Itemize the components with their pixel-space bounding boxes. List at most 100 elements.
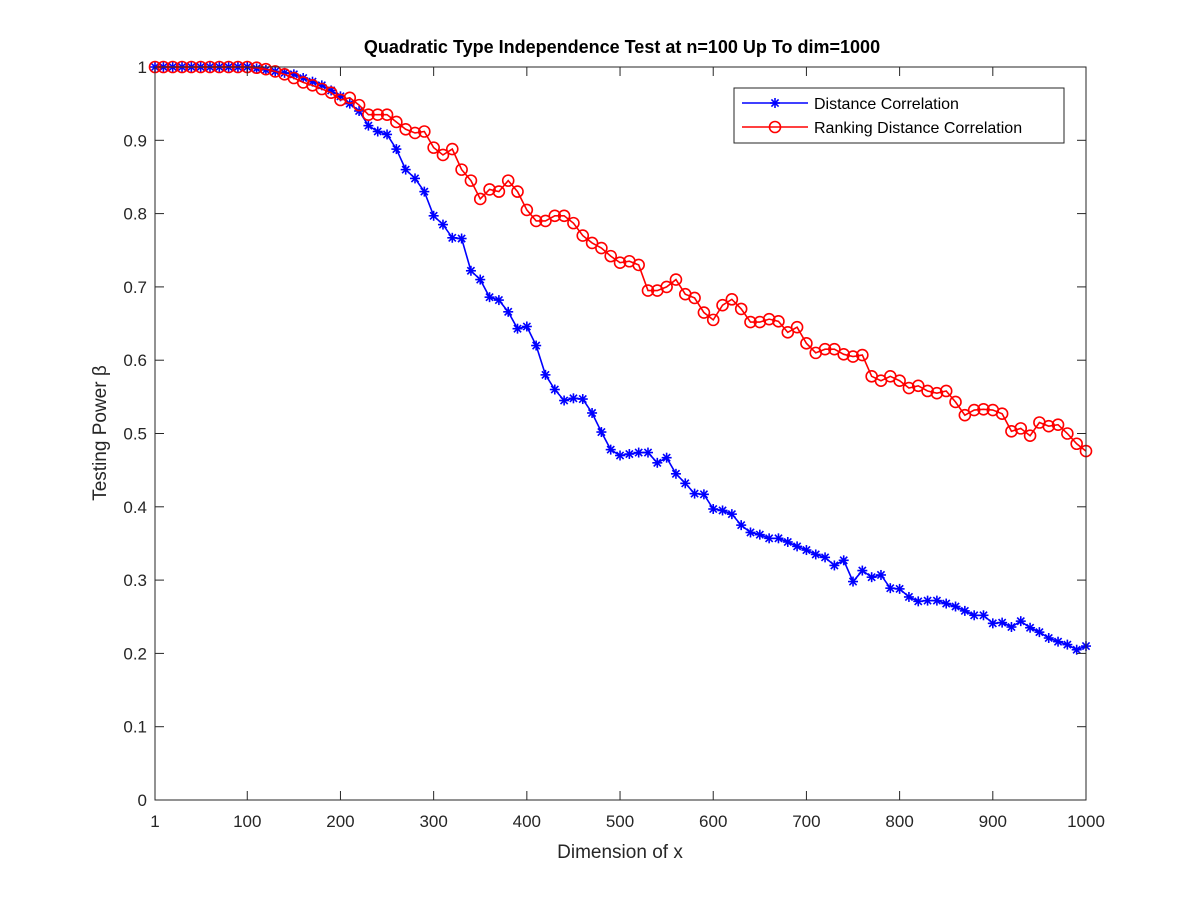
data-point	[660, 280, 673, 294]
asterisk-stroke	[727, 509, 737, 519]
data-point	[436, 148, 450, 162]
data-point	[595, 241, 608, 255]
asterisk-stroke	[923, 596, 932, 605]
asterisk-stroke	[559, 396, 569, 405]
data-point	[772, 315, 785, 328]
legend-item: Distance Correlation	[742, 96, 959, 113]
x-axis-title: Dimension of x	[557, 842, 683, 863]
data-point	[473, 192, 487, 206]
y-tick-label: 0.7	[123, 278, 147, 297]
data-point	[483, 183, 496, 196]
asterisk-stroke	[569, 394, 578, 403]
x-tick-label: 100	[233, 812, 261, 831]
data-point	[372, 126, 383, 137]
asterisk-stroke	[979, 611, 988, 620]
data-point	[781, 326, 795, 339]
y-tick-label: 0.8	[123, 205, 147, 224]
data-point	[577, 394, 588, 405]
data-point	[427, 141, 440, 154]
x-axis: 1 100 200 300 400 500 600 700 800 900 1000	[150, 67, 1105, 831]
y-tick-label: 0.3	[123, 571, 147, 590]
data-point	[930, 386, 944, 400]
asterisk-stroke	[420, 187, 429, 196]
data-point	[250, 61, 263, 75]
asterisk-stroke	[886, 583, 895, 593]
data-point	[893, 374, 906, 388]
data-point	[382, 129, 393, 140]
data-point	[744, 315, 757, 329]
asterisk-stroke	[709, 504, 718, 514]
data-point	[418, 125, 431, 138]
data-point	[540, 369, 551, 380]
data-point	[717, 505, 728, 516]
data-point	[1043, 633, 1054, 644]
y-tick-label: 1	[138, 58, 147, 77]
data-point	[950, 601, 961, 612]
data-point	[911, 379, 925, 393]
asterisk-stroke	[541, 370, 550, 380]
data-point	[380, 108, 394, 121]
asterisk-stroke	[867, 573, 876, 582]
data-point	[475, 274, 486, 285]
data-point	[820, 552, 831, 563]
asterisk-stroke	[373, 127, 382, 136]
data-point	[801, 545, 812, 556]
data-point	[764, 533, 775, 544]
y-tick-label: 0.5	[123, 425, 147, 444]
legend-label: Distance Correlation	[814, 96, 959, 113]
data-point	[1062, 639, 1073, 650]
data-point	[903, 591, 914, 602]
series-line	[155, 66, 1087, 452]
asterisk-stroke	[485, 292, 494, 302]
asterisk-stroke	[401, 165, 410, 174]
asterisk-stroke	[392, 144, 401, 154]
x-tick-label: 700	[792, 812, 820, 831]
data-point	[688, 291, 701, 305]
asterisk-stroke	[783, 537, 792, 547]
asterisk-stroke	[615, 451, 625, 460]
x-tick-label: 1000	[1067, 812, 1105, 831]
data-point	[512, 323, 523, 334]
data-point	[736, 520, 747, 531]
data-point	[762, 312, 776, 326]
asterisk-stroke	[1007, 622, 1016, 632]
data-point	[511, 185, 524, 198]
data-point	[632, 258, 645, 272]
data-point	[585, 236, 599, 250]
data-point	[447, 232, 458, 243]
y-tick-label: 0.2	[123, 644, 147, 663]
data-point	[818, 342, 832, 356]
data-point	[437, 219, 448, 230]
data-point	[641, 284, 655, 297]
asterisk-stroke	[653, 458, 662, 467]
data-point	[559, 395, 570, 406]
data-point	[334, 93, 347, 107]
data-point	[1025, 622, 1036, 633]
data-point	[1034, 627, 1045, 638]
y-tick-label: 0.6	[123, 351, 147, 370]
asterisk-stroke	[504, 307, 513, 316]
asterisk-stroke	[690, 489, 699, 498]
asterisk-stroke	[625, 449, 634, 459]
asterisk-stroke	[364, 121, 373, 130]
data-point	[846, 350, 860, 363]
data-point	[829, 560, 840, 571]
asterisk-stroke	[587, 408, 597, 418]
asterisk-stroke	[438, 220, 448, 229]
asterisk-stroke	[1016, 616, 1025, 626]
data-point	[790, 320, 804, 334]
data-point	[670, 468, 681, 479]
asterisk-stroke	[774, 534, 783, 543]
legend-items: Distance Correlation Ranking Distance Cor…	[742, 96, 1022, 137]
data-point	[725, 293, 739, 306]
asterisk-stroke	[755, 530, 764, 539]
data-point	[1053, 636, 1064, 647]
data-point	[837, 348, 850, 361]
data-point	[557, 209, 571, 223]
data-point	[828, 342, 841, 356]
data-point	[931, 595, 942, 606]
asterisk-stroke	[662, 453, 671, 462]
asterisk-stroke	[410, 174, 420, 183]
asterisk-stroke	[960, 606, 970, 616]
